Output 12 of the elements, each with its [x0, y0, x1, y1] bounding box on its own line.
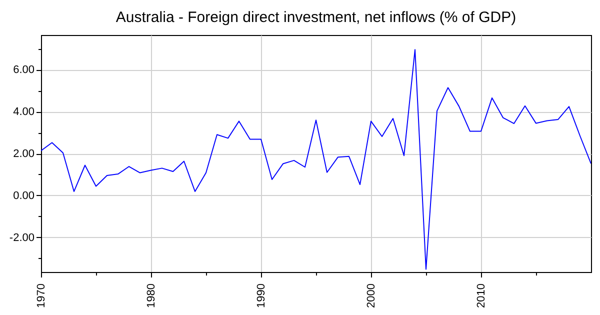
y-tick-label: 2.00 [13, 148, 34, 160]
y-tick-label: 0.00 [13, 190, 34, 202]
y-tick-label: -2.00 [9, 232, 34, 244]
line-series [41, 49, 591, 270]
chart-title: Australia - Foreign direct investment, net inflows (% of GDP) [116, 9, 516, 26]
x-tick-label: 2000 [366, 284, 378, 308]
y-tick-label: 6.00 [13, 64, 34, 76]
x-tick-label: 1990 [256, 284, 268, 308]
x-tick-label: 1980 [146, 284, 158, 308]
y-tick-label: 4.00 [13, 106, 34, 118]
x-tick-label: 1970 [36, 284, 48, 308]
x-tick-label: 2010 [476, 284, 488, 308]
